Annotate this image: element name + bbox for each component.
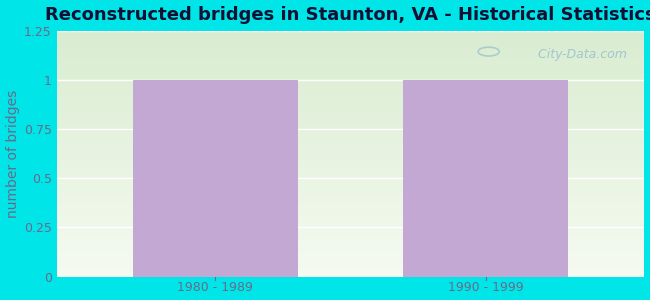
Bar xyxy=(57,80,644,83)
Bar xyxy=(57,184,644,188)
Bar xyxy=(57,212,644,215)
Bar xyxy=(133,80,298,277)
Bar xyxy=(57,172,644,175)
Bar xyxy=(57,215,644,218)
Bar xyxy=(57,144,644,148)
Bar xyxy=(57,194,644,197)
Bar xyxy=(57,123,644,126)
Bar xyxy=(57,163,644,166)
Bar xyxy=(57,34,644,37)
Bar xyxy=(57,46,644,49)
Bar xyxy=(57,197,644,200)
Bar xyxy=(57,77,644,80)
Bar xyxy=(57,190,644,194)
Bar xyxy=(57,151,644,154)
Bar xyxy=(57,104,644,107)
Title: Reconstructed bridges in Staunton, VA - Historical Statistics: Reconstructed bridges in Staunton, VA - … xyxy=(46,6,650,24)
Bar xyxy=(57,101,644,104)
Bar xyxy=(57,132,644,135)
Bar xyxy=(57,61,644,64)
Bar xyxy=(57,98,644,101)
Bar xyxy=(57,233,644,237)
Bar xyxy=(57,240,644,243)
Bar xyxy=(57,37,644,40)
Bar xyxy=(57,200,644,203)
Bar xyxy=(57,224,644,227)
Bar xyxy=(57,227,644,230)
Bar xyxy=(57,89,644,92)
Bar xyxy=(404,80,568,277)
Bar xyxy=(57,114,644,117)
Bar xyxy=(57,166,644,169)
Bar xyxy=(57,203,644,206)
Bar xyxy=(57,230,644,233)
Bar xyxy=(57,141,644,144)
Bar xyxy=(57,169,644,172)
Bar xyxy=(57,43,644,46)
Bar xyxy=(57,148,644,151)
Bar xyxy=(57,261,644,264)
Bar xyxy=(57,138,644,141)
Text: City-Data.com: City-Data.com xyxy=(534,48,627,61)
Bar xyxy=(57,126,644,129)
Bar xyxy=(57,135,644,138)
Bar xyxy=(57,120,644,123)
Bar xyxy=(57,188,644,190)
Bar xyxy=(57,175,644,178)
Bar xyxy=(57,249,644,252)
Bar xyxy=(57,267,644,270)
Bar xyxy=(57,246,644,249)
Bar xyxy=(57,83,644,86)
Bar xyxy=(57,221,644,224)
Y-axis label: number of bridges: number of bridges xyxy=(6,89,20,218)
Bar xyxy=(57,274,644,277)
Bar xyxy=(57,31,644,34)
Bar xyxy=(57,178,644,181)
Bar xyxy=(57,129,644,132)
Bar xyxy=(57,107,644,111)
Bar xyxy=(57,64,644,68)
Bar xyxy=(57,111,644,114)
Bar xyxy=(57,206,644,209)
Bar xyxy=(57,68,644,70)
Bar xyxy=(57,160,644,163)
Bar xyxy=(57,258,644,261)
Bar xyxy=(57,154,644,157)
Bar xyxy=(57,86,644,89)
Bar xyxy=(57,70,644,74)
Bar xyxy=(57,157,644,160)
Bar xyxy=(57,58,644,62)
Bar xyxy=(57,117,644,120)
Bar xyxy=(57,55,644,58)
Bar xyxy=(57,264,644,267)
Bar xyxy=(57,49,644,52)
Bar xyxy=(57,74,644,77)
Bar xyxy=(57,209,644,212)
Bar xyxy=(57,40,644,43)
Bar xyxy=(57,95,644,98)
Bar xyxy=(57,218,644,221)
Bar xyxy=(57,92,644,95)
Bar xyxy=(57,52,644,55)
Bar xyxy=(57,237,644,240)
Bar xyxy=(57,270,644,274)
Bar xyxy=(57,255,644,258)
Bar xyxy=(57,252,644,255)
Bar xyxy=(57,243,644,246)
Bar xyxy=(57,181,644,184)
